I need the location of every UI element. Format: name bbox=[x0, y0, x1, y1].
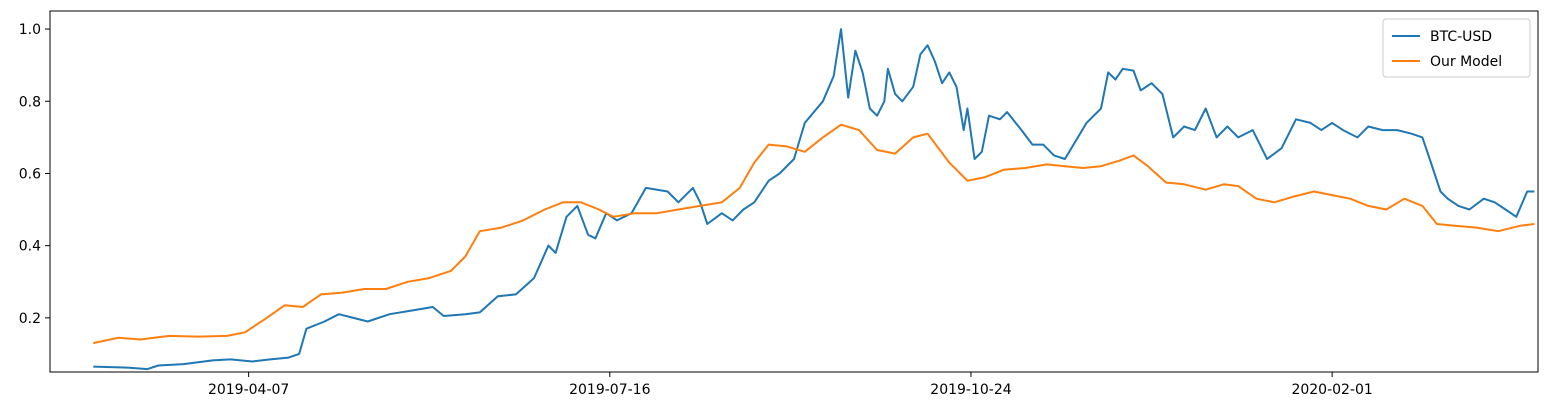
x-tick-label: 2019-10-24 bbox=[930, 382, 1011, 398]
legend-box bbox=[1382, 18, 1531, 78]
legend-label: Our Model bbox=[1430, 54, 1502, 70]
legend: BTC-USD Our Model bbox=[1382, 18, 1531, 78]
plot-frame bbox=[49, 10, 1539, 373]
y-tick-label: 0.2 bbox=[19, 311, 41, 327]
x-axis: 2019-04-07 2019-07-16 2019-10-24 2020-02-01 bbox=[208, 372, 1373, 398]
series-layer bbox=[93, 28, 1535, 371]
x-tick-label: 2020-02-01 bbox=[1291, 382, 1372, 398]
y-tick-label: 0.4 bbox=[19, 239, 41, 255]
plot-area bbox=[49, 10, 1539, 373]
y-tick-label: 0.6 bbox=[19, 166, 41, 182]
legend-label: BTC-USD bbox=[1430, 29, 1492, 45]
series-line-1 bbox=[93, 123, 1535, 345]
y-tick-label: 1.0 bbox=[19, 22, 41, 38]
series-line-0 bbox=[93, 28, 1535, 371]
x-tick-label: 2019-07-16 bbox=[569, 382, 650, 398]
y-tick-label: 0.8 bbox=[19, 94, 41, 110]
y-axis: 0.2 0.4 0.6 0.8 1.0 bbox=[19, 22, 50, 327]
x-tick-label: 2019-04-07 bbox=[208, 382, 289, 398]
